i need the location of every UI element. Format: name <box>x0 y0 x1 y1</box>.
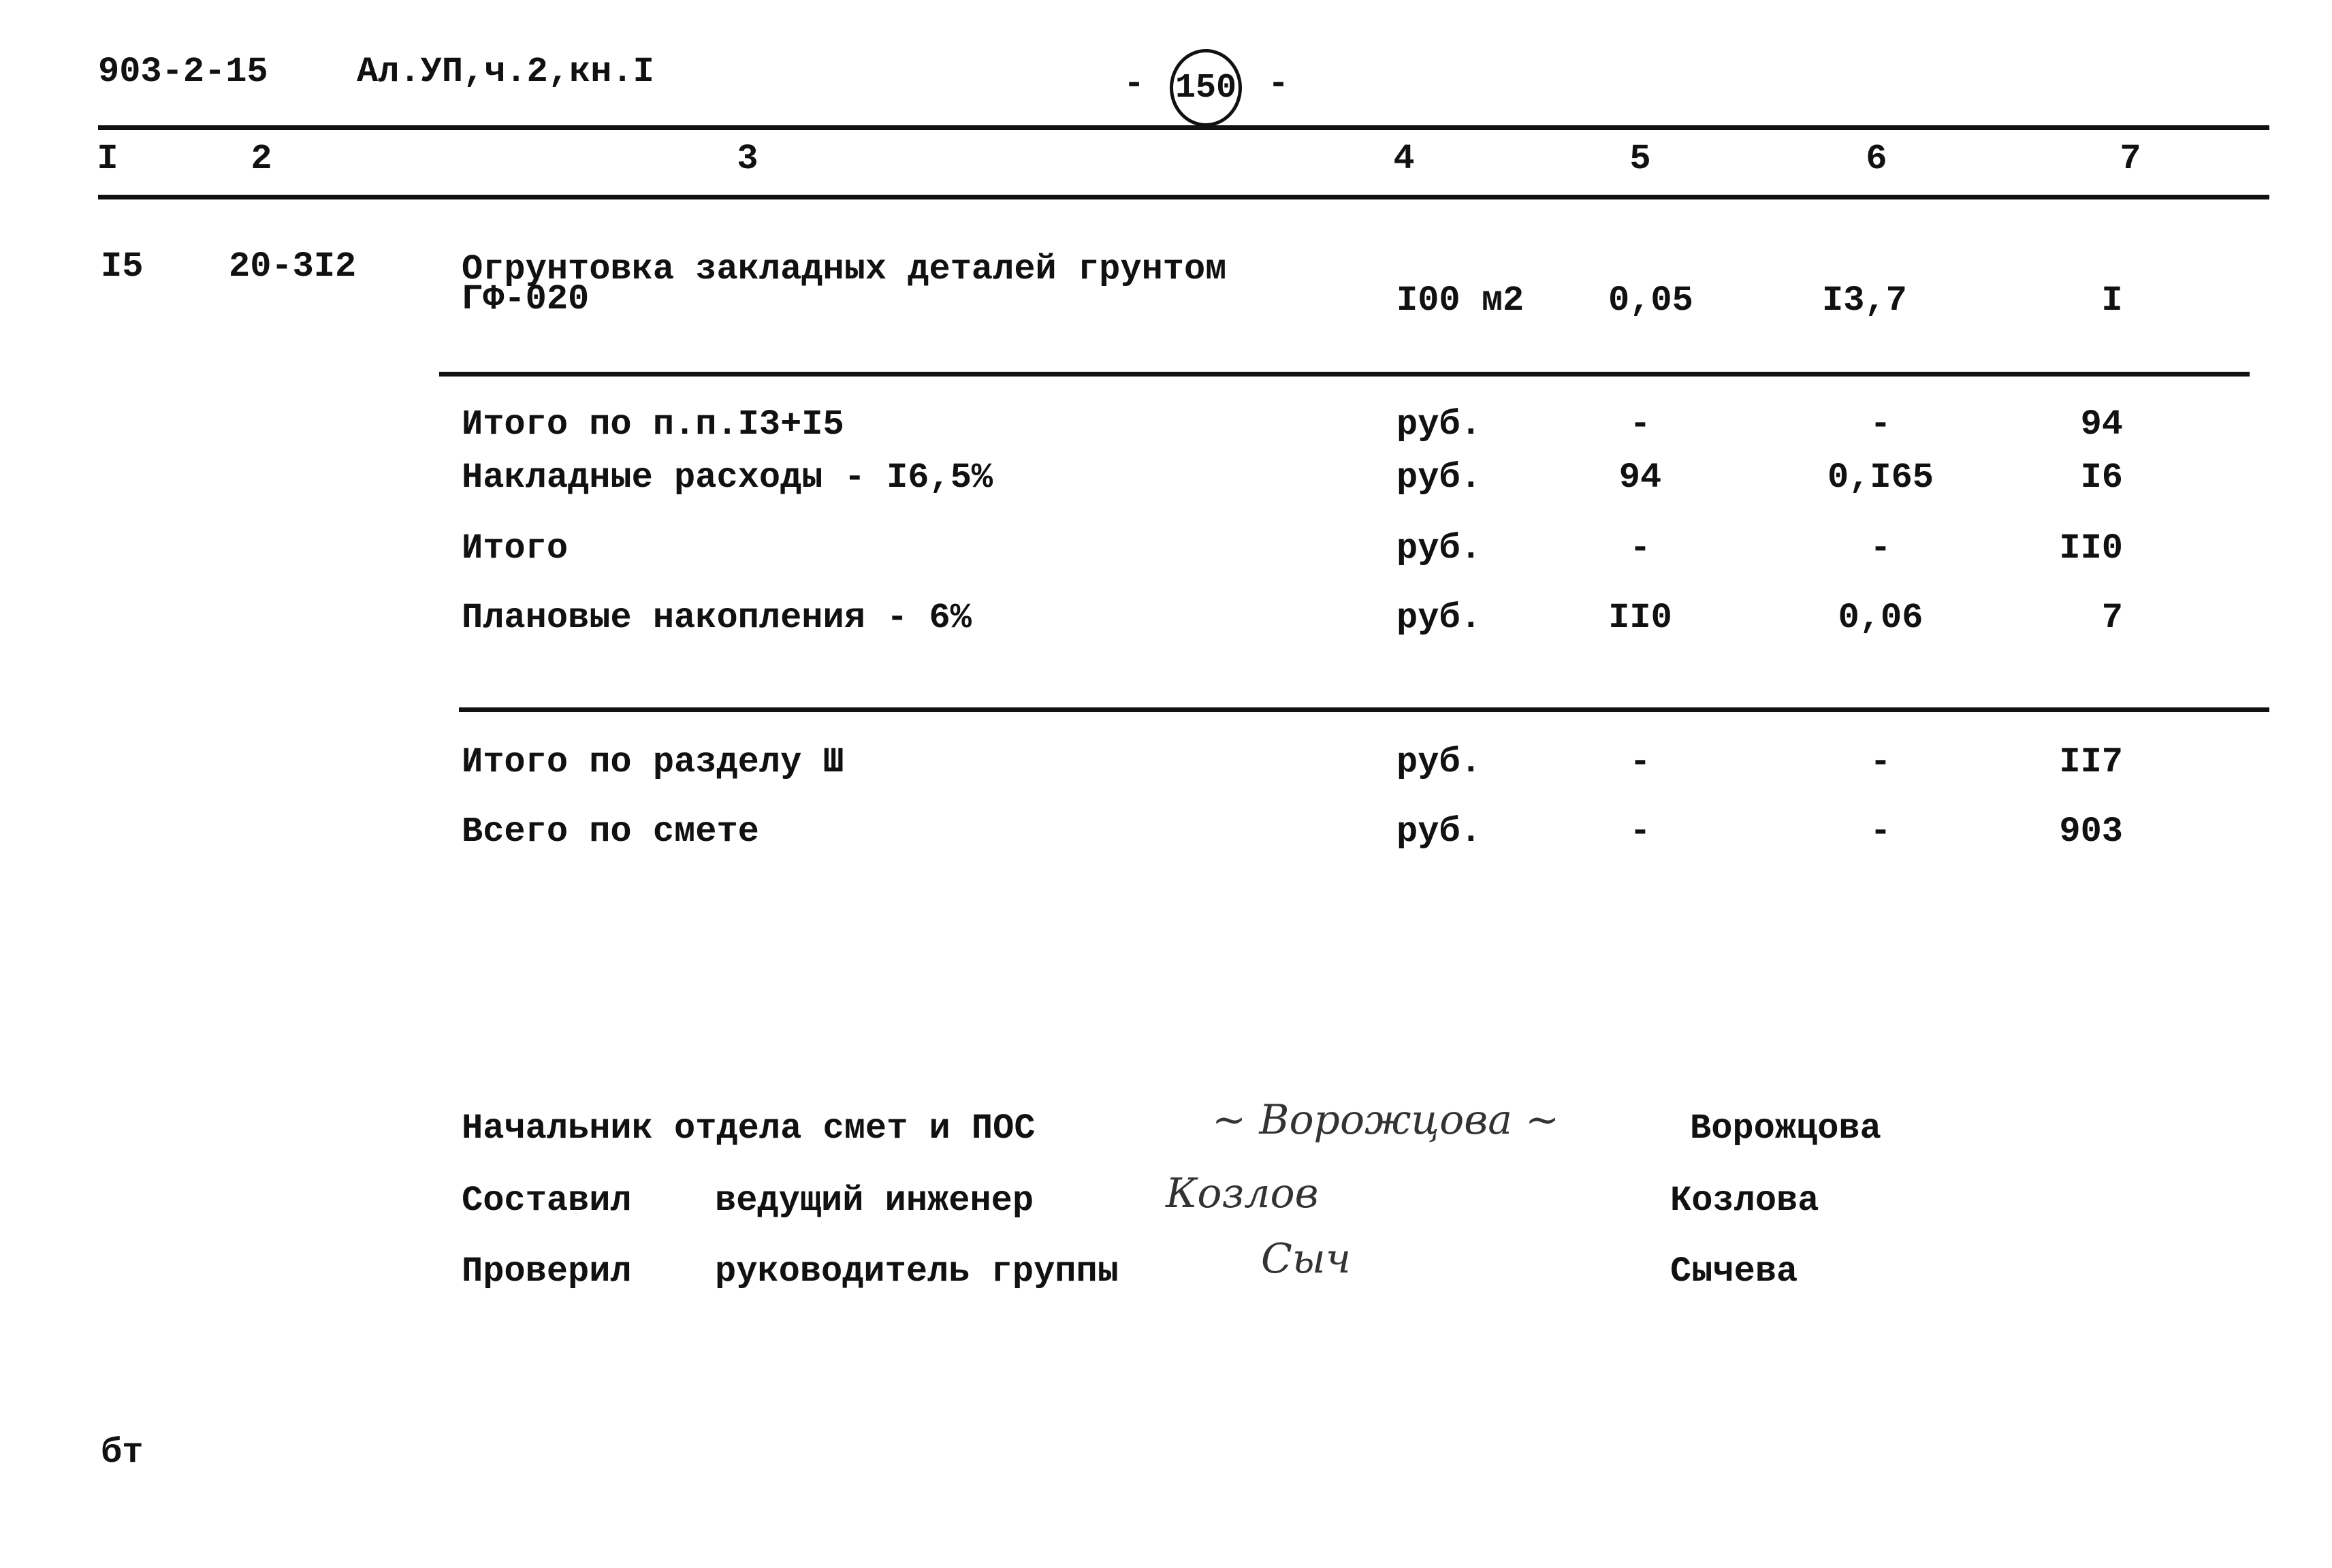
handwritten-signature-1: ∼ Ворожцова ∼ <box>1212 1096 1560 1144</box>
summary-col6: - <box>1870 404 1891 445</box>
item-total: I <box>2101 281 2123 321</box>
col-header-6: 6 <box>1866 139 1887 179</box>
sig-role-3: Проверил <box>462 1251 632 1292</box>
col-header-5: 5 <box>1629 139 1651 179</box>
item-name-line2: ГФ-020 <box>462 279 590 319</box>
summary-rule-1 <box>439 372 2250 377</box>
sig-name-2: Козлова <box>1670 1181 1819 1221</box>
summary-unit: руб. <box>1396 458 1482 498</box>
album-ref: Ал.УП,ч.2,кн.I <box>357 52 654 92</box>
col-header-7: 7 <box>2120 139 2141 179</box>
page-dash-right: - <box>1268 64 1290 104</box>
summary-col6: - <box>1870 742 1891 782</box>
sig-role-2: Составил <box>462 1181 632 1221</box>
item-name-line1: Огрунтовка закладных деталей грунтом <box>462 249 1227 289</box>
page-dash-left: - <box>1123 64 1145 104</box>
sig-role-1: Начальник отдела смет и ПОС <box>462 1108 1036 1149</box>
sig-name-3: Сычева <box>1670 1251 1798 1292</box>
col-header-3: 3 <box>737 139 758 179</box>
col-header-4: 4 <box>1393 139 1415 179</box>
summary-col7: II7 <box>2059 742 2123 782</box>
summary-unit: руб. <box>1396 812 1482 852</box>
col-header-1: I <box>97 139 118 179</box>
summary-col6: 0,I65 <box>1827 458 1934 498</box>
header-rule-bottom <box>98 195 2269 199</box>
sig-name-1: Ворожцова <box>1690 1108 1881 1149</box>
summary-col5: - <box>1629 528 1651 569</box>
summary-rule-2 <box>459 707 2269 712</box>
summary-col7: II0 <box>2059 528 2123 569</box>
summary-col5: - <box>1629 742 1651 782</box>
summary-col6: - <box>1870 812 1891 852</box>
sig-position-3: руководитель группы <box>715 1251 1119 1292</box>
summary-label: Итого по п.п.I3+I5 <box>462 404 844 445</box>
summary-col7: I6 <box>2080 458 2123 498</box>
handwritten-signature-2: Козлов <box>1166 1170 1319 1217</box>
handwritten-signature-3: Сыч <box>1261 1235 1352 1283</box>
summary-label: Накладные расходы - I6,5% <box>462 458 993 498</box>
doc-code: 903-2-15 <box>98 52 268 92</box>
item-no: I5 <box>101 246 144 287</box>
summary-col5: II0 <box>1608 598 1672 638</box>
col-header-2: 2 <box>251 139 272 179</box>
summary-col7: 7 <box>2101 598 2123 638</box>
summary-col5: 94 <box>1618 458 1662 498</box>
item-unit: I00 м2 <box>1396 281 1524 321</box>
page-number-text: 150 <box>1175 68 1236 108</box>
summary-label: Всего по смете <box>462 812 759 852</box>
summary-label: Итого <box>462 528 569 569</box>
summary-col5: - <box>1629 812 1651 852</box>
summary-label: Плановые накопления - 6% <box>462 598 972 638</box>
sig-position-2: ведущий инженер <box>715 1181 1034 1221</box>
page-number: 150 <box>1170 49 1242 127</box>
header-rule-top <box>98 125 2269 130</box>
summary-col7: 94 <box>2080 404 2123 445</box>
summary-unit: руб. <box>1396 404 1482 445</box>
item-qty: 0,05 <box>1608 281 1693 321</box>
footer-mark: бт <box>101 1433 144 1473</box>
item-price: I3,7 <box>1822 281 1907 321</box>
summary-col6: - <box>1870 528 1891 569</box>
summary-unit: руб. <box>1396 528 1482 569</box>
item-code: 20-3I2 <box>229 246 357 287</box>
summary-unit: руб. <box>1396 742 1482 782</box>
summary-col5: - <box>1629 404 1651 445</box>
summary-col6: 0,06 <box>1838 598 1923 638</box>
summary-label: Итого по разделу Ш <box>462 742 844 782</box>
summary-unit: руб. <box>1396 598 1482 638</box>
summary-col7: 903 <box>2059 812 2123 852</box>
